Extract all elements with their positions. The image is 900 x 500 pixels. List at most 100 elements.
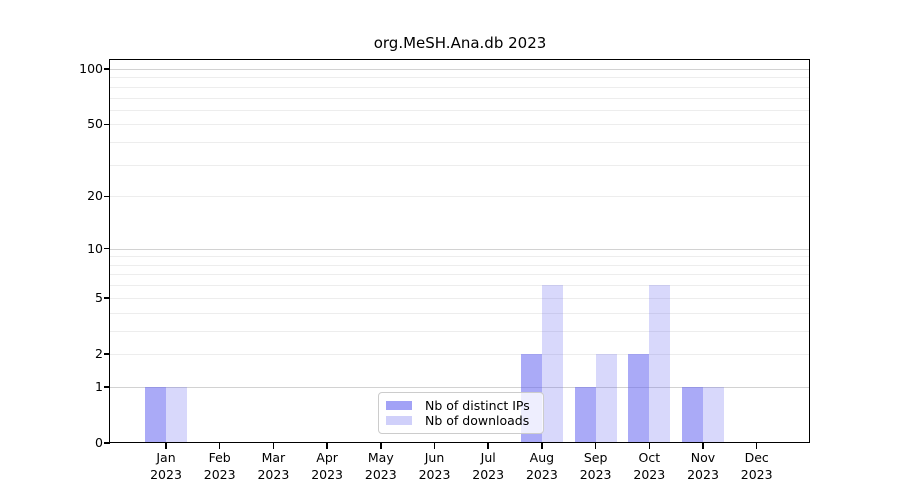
chart-title: org.MeSH.Ana.db 2023: [373, 34, 547, 52]
y-tick-label: 5: [95, 289, 103, 305]
x-tick-label-line: Dec: [744, 450, 769, 465]
x-tick-label-line: Jan: [156, 450, 176, 465]
plot-area: [110, 60, 810, 443]
bar-downloads-aug: [541, 285, 563, 443]
minor-gridline: [110, 312, 810, 314]
x-tick-label: Mar 2023: [233, 449, 313, 483]
legend-label-downloads: Nb of downloads: [425, 413, 530, 428]
x-tick-label-line: Feb: [208, 450, 231, 465]
x-tick-label-line: Jul: [480, 450, 496, 465]
minor-gridline: [110, 77, 810, 79]
y-tick-mark: [104, 195, 110, 198]
y-tick-label: 10: [87, 240, 103, 256]
x-tick-label-line: 2023: [257, 467, 290, 482]
minor-gridline: [110, 97, 810, 99]
x-tick-label-line: 2023: [633, 467, 666, 482]
y-tick-mark: [104, 123, 110, 126]
y-tick-label: 2: [95, 345, 103, 361]
x-tick-label: Aug 2023: [502, 449, 582, 483]
x-tick-label-line: 2023: [311, 467, 343, 482]
minor-gridline: [110, 297, 810, 299]
x-tick-label: Feb 2023: [180, 449, 260, 483]
x-tick-label-line: 2023: [525, 467, 558, 482]
x-tick-label-line: 2023: [740, 467, 773, 482]
bar-distinct-ips-sep: [574, 386, 596, 443]
x-tick-label-line: Sep: [583, 450, 608, 465]
x-tick-mark: [433, 443, 436, 449]
x-tick-mark: [487, 443, 489, 449]
x-tick-label: Oct 2023: [609, 449, 689, 483]
bar-downloads-sep: [595, 353, 617, 443]
x-tick-mark: [702, 443, 704, 449]
x-tick-label: Sep 2023: [556, 449, 636, 483]
x-tick-label-line: Nov: [690, 450, 716, 465]
legend-item-distinct-ips: Nb of distinct IPs: [386, 398, 535, 413]
x-tick-label: Jul 2023: [448, 449, 528, 483]
major-gridline: [110, 386, 810, 388]
minor-gridline: [110, 264, 810, 266]
x-tick-label-line: 2023: [472, 467, 505, 482]
y-tick-mark: [104, 353, 110, 355]
minor-gridline: [110, 124, 810, 126]
minor-gridline: [110, 196, 810, 198]
x-tick-label-line: Oct: [638, 450, 661, 465]
minor-gridline: [110, 256, 810, 258]
x-tick-label-line: Aug: [529, 450, 555, 465]
x-tick-label-line: Jun: [424, 450, 445, 465]
x-tick-mark: [165, 443, 167, 449]
minor-gridline: [110, 330, 810, 332]
x-tick-label-line: 2023: [418, 467, 451, 482]
minor-gridline: [110, 274, 810, 276]
legend-item-downloads: Nb of downloads: [386, 413, 535, 428]
y-tick-label: 50: [87, 116, 103, 132]
x-tick-mark: [326, 443, 328, 449]
bar-distinct-ips-jan: [145, 386, 166, 443]
bar-downloads-jan: [166, 386, 187, 443]
bar-downloads-nov: [703, 386, 724, 443]
x-tick-label-line: 2023: [687, 467, 719, 482]
minor-gridline: [110, 164, 810, 166]
y-tick-label: 20: [87, 188, 103, 204]
y-tick-mark: [104, 386, 110, 388]
x-tick-mark: [218, 443, 221, 449]
major-gridline: [110, 69, 810, 70]
x-tick-label: Jan 2023: [126, 449, 206, 483]
y-tick-label: 0: [95, 435, 103, 450]
minor-gridline: [110, 285, 810, 287]
x-tick-label: Apr 2023: [287, 449, 367, 483]
legend-swatch-distinct-ips-icon: [386, 401, 412, 410]
x-tick-label-line: Apr: [316, 450, 338, 465]
x-tick-mark: [272, 443, 275, 449]
x-tick-label-line: 2023: [150, 467, 182, 482]
x-tick-label: May 2023: [341, 449, 421, 483]
y-tick-label: 1: [95, 378, 103, 394]
x-tick-mark: [594, 443, 597, 449]
bar-distinct-ips-oct: [628, 353, 650, 443]
x-tick-label: Nov 2023: [663, 449, 743, 483]
major-gridline: [110, 248, 810, 250]
bar-downloads-oct: [649, 285, 671, 443]
x-tick-label-line: Mar: [261, 450, 286, 465]
minor-gridline: [110, 353, 810, 355]
legend: Nb of distinct IPs Nb of downloads: [378, 392, 544, 434]
x-tick-mark: [648, 443, 651, 449]
x-tick-label-line: 2023: [579, 467, 612, 482]
x-tick-label-line: 2023: [203, 467, 236, 482]
x-tick-label: Jun 2023: [395, 449, 475, 483]
x-tick-label-line: 2023: [364, 467, 397, 482]
y-tick-mark: [104, 247, 110, 250]
legend-label-distinct-ips: Nb of distinct IPs: [425, 398, 530, 413]
y-tick-mark: [104, 68, 110, 70]
x-tick-mark: [755, 443, 758, 449]
legend-swatch-downloads-icon: [386, 416, 412, 425]
y-tick-mark: [104, 442, 110, 444]
x-tick-mark: [541, 443, 543, 449]
bar-distinct-ips-nov: [682, 386, 703, 443]
x-tick-label: Dec 2023: [717, 449, 797, 483]
minor-gridline: [110, 109, 810, 111]
y-tick-mark: [104, 297, 110, 299]
y-tick-label: 100: [79, 61, 103, 76]
x-tick-mark: [380, 443, 382, 449]
x-tick-label-line: May: [367, 450, 394, 465]
